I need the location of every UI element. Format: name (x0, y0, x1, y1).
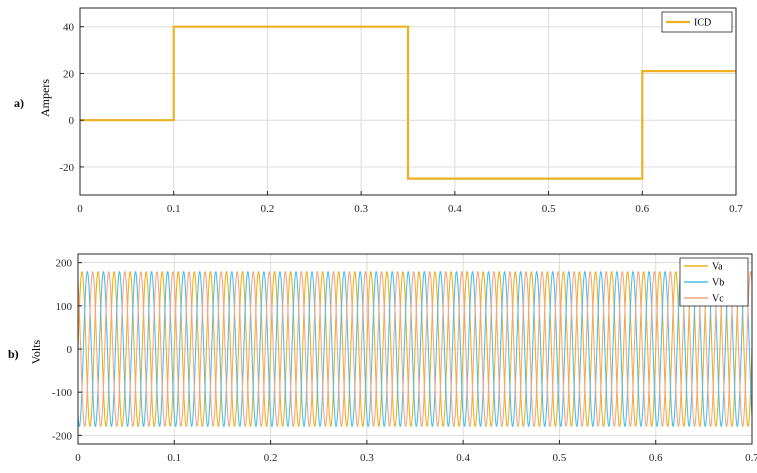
legend-label-va: Va (712, 262, 723, 273)
panel-a-ticks: 0 0.1 0.2 0.3 0.4 0.5 0.6 0.7 -20 0 20 40 (59, 22, 743, 215)
y-tick-label: -20 (59, 162, 74, 174)
x-tick-label: 0.2 (264, 452, 278, 464)
panel-a-y-axis-label: Ampers (38, 79, 52, 117)
x-tick-label: 0.7 (729, 203, 743, 215)
x-tick-label: 0.6 (635, 203, 649, 215)
x-tick-label: 0.2 (261, 203, 275, 215)
x-tick-label: 0.1 (167, 203, 181, 215)
x-tick-label: 0.3 (354, 203, 368, 215)
x-tick-label: 0.7 (745, 452, 757, 464)
series-line-icd (80, 25, 736, 180)
series-line-vb (78, 271, 752, 427)
x-tick-label: 0.3 (360, 452, 374, 464)
panel-a-axes-frame (79, 7, 737, 196)
panel-a-series (80, 25, 736, 180)
x-tick-label: 0 (75, 452, 81, 464)
x-tick-label: 0.5 (542, 203, 556, 215)
series-line-va (78, 271, 752, 427)
legend-label-vc: Vc (712, 294, 724, 305)
x-tick-label: 0.5 (553, 452, 567, 464)
panel-b-voltage-chart: b) Volts 0 0.1 0.2 0.3 0.4 0.5 0.6 0.7-200-1000… (8, 253, 757, 464)
panel-b-y-axis-label: Volts (29, 339, 43, 364)
legend-box (661, 11, 733, 33)
y-tick-label: 40 (63, 22, 75, 34)
x-tick-label: 0.4 (456, 452, 470, 464)
y-tick-label: -200 (52, 430, 73, 442)
y-tick-label: 0 (69, 115, 75, 127)
x-tick-label: 0 (77, 203, 83, 215)
y-tick-label: 0 (67, 344, 73, 356)
panel-a-current-chart: a) Ampers 0 0.1 0.2 0.3 0.4 0.5 0.6 0.7 -20 0 20 40… (14, 7, 743, 215)
legend-label-icd: ICD (694, 18, 711, 29)
x-tick-label: 0.6 (649, 452, 663, 464)
legend-label-vb: Vb (712, 278, 724, 289)
panel-a-label: a) (14, 96, 24, 110)
x-tick-label: 0.4 (448, 203, 462, 215)
panel-b-label: b) (8, 347, 19, 361)
y-tick-label: 200 (56, 258, 73, 270)
panel-b-legend: Va Vb Vc (679, 257, 749, 307)
panel-b-ticks: 0 0.1 0.2 0.3 0.4 0.5 0.6 0.7 -200 -100 0 100 200 (52, 258, 757, 464)
y-tick-label: -100 (52, 387, 73, 399)
panel-b-series (78, 271, 752, 427)
x-tick-label: 0.1 (167, 452, 181, 464)
panel-a-legend: ICD (661, 11, 733, 33)
y-tick-label: 20 (63, 68, 75, 80)
y-tick-label: 100 (56, 301, 73, 313)
series-line-vc (78, 271, 752, 427)
